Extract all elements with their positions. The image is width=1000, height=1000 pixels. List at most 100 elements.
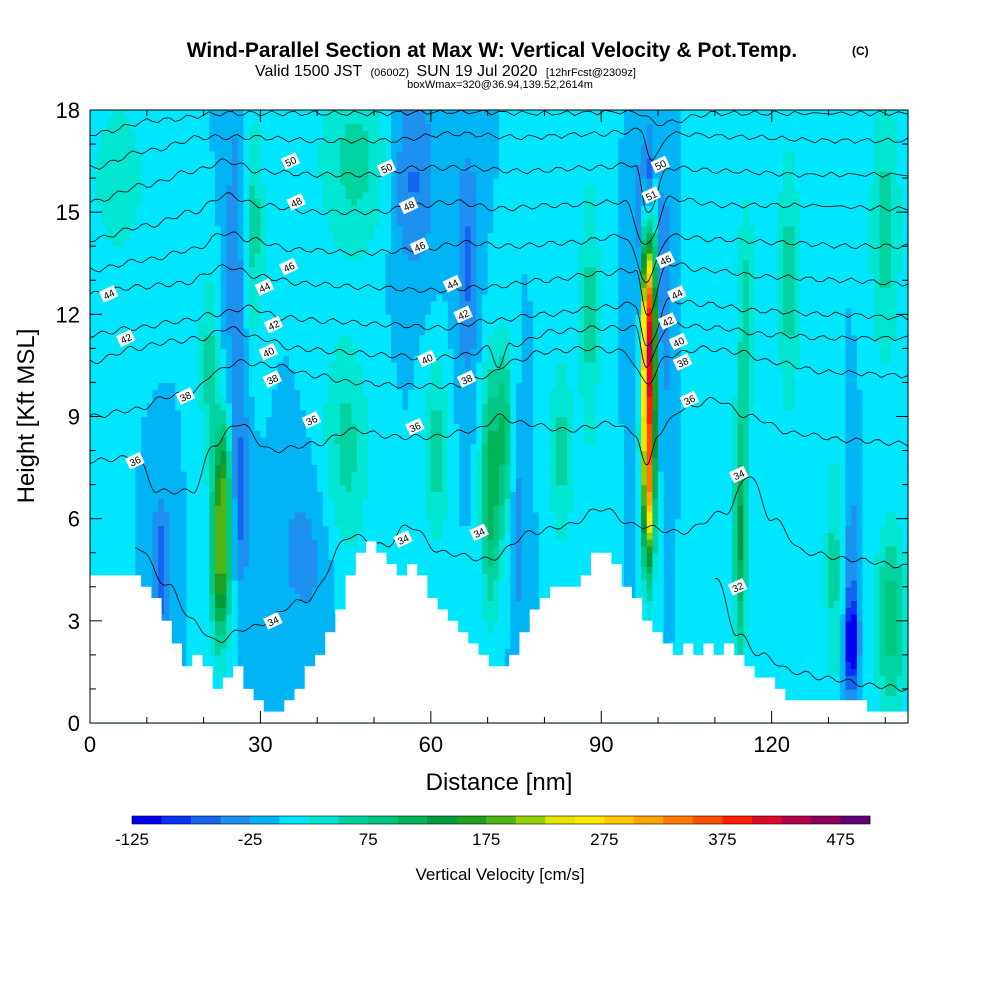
velocity-cell — [249, 218, 262, 227]
velocity-cell — [339, 450, 358, 458]
velocity-cell — [504, 362, 511, 370]
velocity-cell — [220, 314, 227, 322]
velocity-cell — [862, 477, 909, 486]
velocity-cell — [385, 259, 460, 268]
velocity-cell — [635, 505, 642, 513]
velocity-cell — [845, 382, 858, 390]
velocity-cell — [584, 300, 597, 309]
velocity-cell — [618, 239, 636, 247]
velocity-cell — [896, 334, 909, 343]
velocity-cell — [567, 470, 574, 479]
velocity-cell — [226, 416, 233, 424]
velocity-cell — [646, 573, 653, 581]
velocity-cell — [328, 464, 341, 472]
velocity-cell — [226, 573, 233, 581]
velocity-cell — [873, 150, 898, 159]
velocity-cell — [510, 573, 517, 581]
velocity-cell — [680, 123, 875, 132]
velocity-cell — [856, 661, 864, 670]
velocity-cell — [783, 184, 795, 193]
velocity-cell — [243, 477, 250, 486]
velocity-cell — [567, 464, 574, 472]
velocity-cell — [90, 450, 142, 458]
velocity-cell — [90, 137, 102, 145]
velocity-cell — [754, 396, 784, 404]
velocity-cell — [845, 375, 858, 384]
velocity-cell — [879, 661, 903, 670]
velocity-cell — [459, 266, 466, 275]
velocity-cell — [885, 648, 898, 656]
velocity-cell — [731, 620, 739, 629]
velocity-cell — [856, 355, 881, 363]
velocity-cell — [169, 559, 188, 567]
velocity-cell — [237, 518, 244, 527]
velocity-cell — [618, 293, 642, 302]
velocity-cell — [584, 341, 597, 349]
contour-label-38: 38 — [262, 370, 283, 388]
velocity-cell — [499, 484, 506, 493]
velocity-cell — [845, 627, 858, 636]
velocity-cell — [635, 368, 642, 377]
velocity-cell — [754, 334, 778, 343]
velocity-cell — [135, 130, 210, 138]
velocity-cell — [601, 348, 619, 356]
velocity-cell — [186, 545, 210, 554]
velocity-cell — [618, 137, 648, 145]
velocity-cell — [680, 348, 739, 356]
contour-label-38: 38 — [672, 353, 693, 371]
velocity-cell — [663, 545, 676, 554]
velocity-cell — [845, 688, 858, 697]
velocity-cell — [322, 198, 352, 206]
velocity-cell — [748, 273, 756, 281]
contour-label-38: 38 — [175, 387, 196, 405]
velocity-cell — [220, 225, 227, 234]
velocity-cell — [220, 491, 227, 499]
velocity-cell — [828, 627, 841, 636]
velocity-cell — [476, 430, 483, 438]
velocity-cell — [623, 464, 636, 472]
velocity-cell — [163, 525, 171, 533]
velocity-cell — [800, 218, 869, 227]
velocity-cell — [470, 266, 477, 275]
velocity-cell — [567, 375, 580, 384]
velocity-cell — [783, 246, 795, 254]
velocity-cell — [288, 525, 313, 533]
velocity-cell — [214, 586, 227, 595]
velocity-cell — [896, 511, 909, 520]
velocity-cell — [237, 688, 341, 697]
velocity-cell — [737, 246, 756, 254]
velocity-cell — [731, 505, 739, 513]
velocity-cell — [675, 566, 733, 574]
velocity-cell — [487, 239, 585, 247]
velocity-cell — [641, 559, 648, 567]
velocity-cell — [266, 259, 386, 268]
velocity-cell — [447, 498, 460, 506]
velocity-cell — [90, 552, 137, 561]
velocity-cell — [362, 525, 432, 533]
velocity-cell — [95, 191, 142, 200]
velocity-cell — [680, 457, 733, 465]
velocity-cell — [550, 505, 574, 513]
velocity-cell — [499, 498, 506, 506]
velocity-cell — [572, 409, 585, 418]
velocity-cell — [885, 600, 898, 608]
velocity-cell — [214, 634, 227, 642]
velocity-cell — [595, 300, 602, 309]
velocity-cell — [658, 464, 682, 472]
velocity-cell — [623, 545, 636, 554]
velocity-cell — [243, 137, 250, 145]
velocity-cell — [226, 280, 244, 288]
velocity-cell — [572, 423, 585, 431]
velocity-cell — [737, 525, 744, 533]
velocity-cell — [249, 532, 290, 540]
velocity-cell — [243, 246, 250, 254]
velocity-cell — [237, 505, 244, 513]
velocity-cell — [135, 205, 216, 213]
velocity-cell — [555, 518, 568, 527]
velocity-cell — [237, 232, 244, 241]
velocity-cell — [743, 498, 750, 506]
velocity-cell — [743, 559, 750, 567]
velocity-cell — [464, 362, 472, 370]
contour-label-box — [258, 342, 279, 361]
velocity-cell — [197, 341, 205, 349]
